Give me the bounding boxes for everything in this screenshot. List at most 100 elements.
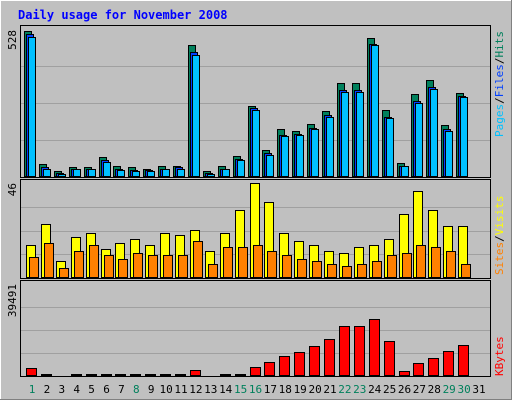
kbytes-bar: KBytes 28: 7800: [428, 358, 439, 376]
pages-bar: Pages 15: 60: [237, 160, 245, 177]
x-tick-label: 6: [103, 383, 110, 396]
kbytes-bar: KBytes 25: 15000: [384, 341, 395, 376]
legend-sites: Sites: [493, 242, 506, 275]
legend-sites-visits: Sites/Visits: [493, 196, 506, 276]
kbytes-bar: KBytes 30: 13500: [458, 345, 469, 376]
legend-kbytes: KBytes: [493, 336, 506, 376]
sites-bar: Sites 5: 16: [89, 245, 99, 278]
legend-sep-1: /: [493, 97, 506, 104]
kbytes-bar: KBytes 17: 6200: [264, 362, 275, 376]
sites-bar: Sites 25: 11: [387, 255, 397, 278]
x-tick-label: 10: [159, 383, 172, 396]
x-tick-label: 1: [29, 383, 36, 396]
kbytes-bar: KBytes 15: 1000: [235, 374, 246, 376]
legend-sep-3: /: [493, 235, 506, 242]
kbytes-bar: KBytes 26: 2000: [399, 371, 410, 376]
sites-bar: Sites 23: 7: [357, 264, 367, 278]
x-tick-label: 17: [264, 383, 277, 396]
sites-bar: Sites 20: 8: [312, 261, 322, 278]
sites-bar: Sites 1: 10: [29, 257, 39, 278]
pages-bar: Pages 23: 305: [356, 92, 364, 177]
pages-bar: Pages 12: 435: [192, 55, 200, 177]
chart-title: Daily usage for November 2008: [18, 8, 228, 22]
sites-bar: Sites 8: 12: [133, 253, 143, 278]
sites-bar: Sites 27: 16: [416, 245, 426, 278]
kbytes-bar: KBytes 4: 1000: [71, 374, 82, 376]
x-tick-label: 29: [443, 383, 456, 396]
sites-bar: Sites 14: 15: [223, 247, 233, 278]
pages-bar: Pages 17: 80: [266, 155, 274, 177]
kbytes-bar: KBytes 12: 2500: [190, 370, 201, 376]
legend-files: Files: [493, 64, 506, 97]
pages-bar: Pages 13: 12: [207, 174, 215, 177]
x-tick-label: 18: [279, 383, 292, 396]
x-tick-label: 4: [73, 383, 80, 396]
pages-bar: Pages 10: 28: [162, 169, 170, 177]
legend-pages: Pages: [493, 104, 506, 137]
x-tick-label: 12: [189, 383, 202, 396]
kbytes-bar: KBytes 11: 1000: [175, 374, 186, 376]
pages-bar: Pages 29: 165: [445, 131, 453, 177]
x-tick-label: 23: [353, 383, 366, 396]
x-tick-label: 7: [118, 383, 125, 396]
pages-bar: Pages 22: 305: [341, 92, 349, 177]
kbytes-bar: KBytes 21: 16000: [324, 339, 335, 376]
sites-bar: Sites 24: 8: [372, 261, 382, 278]
kbytes-bar: KBytes 9: 1000: [145, 374, 156, 376]
pages-bar: Pages 1: 500: [28, 37, 36, 177]
pages-bar: Pages 25: 210: [386, 118, 394, 177]
sites-bar: Sites 28: 15: [431, 247, 441, 278]
x-tick-label: 2: [44, 383, 51, 396]
kbytes-bar: KBytes 7: 1000: [115, 374, 126, 376]
x-tick-label: 21: [323, 383, 336, 396]
x-tick-label: 8: [133, 383, 140, 396]
legend-hits-files-pages: Pages/Files/Hits: [493, 31, 506, 137]
bars-layer: Hits 1: 520Hits 2: 45Hits 3: 20Hits 4: 3…: [24, 31, 471, 376]
y-max-label-visits: 46: [6, 183, 19, 196]
pages-bar: Pages 4: 28: [73, 169, 81, 177]
sites-bar: Sites 10: 11: [163, 255, 173, 278]
kbytes-bar: KBytes 1: 3500: [26, 368, 37, 376]
sites-bar: Sites 29: 13: [446, 251, 456, 278]
sites-bar: Sites 15: 15: [238, 247, 248, 278]
pages-bar: Pages 8: 22: [132, 171, 140, 177]
sites-bar: Sites 17: 13: [267, 251, 277, 278]
kbytes-bar: KBytes 6: 1000: [101, 374, 112, 376]
sites-bar: Sites 13: 7: [208, 264, 218, 278]
kbytes-bar: KBytes 20: 12700: [309, 346, 320, 376]
pages-bar: Pages 6: 55: [103, 162, 111, 177]
kbytes-bar: KBytes 29: 10600: [443, 351, 454, 376]
kbytes-bar: KBytes 19: 10400: [294, 352, 305, 376]
x-tick-label: 31: [472, 383, 485, 396]
kbytes-bar: KBytes 8: 1000: [130, 374, 141, 376]
pages-bar: Pages 2: 30: [43, 169, 51, 177]
pages-bar: Pages 9: 22: [147, 171, 155, 177]
pages-bar: Pages 21: 215: [326, 117, 334, 177]
x-tick-label: 30: [457, 383, 470, 396]
sites-bar: Sites 6: 11: [104, 255, 114, 278]
legend-sep-2: /: [493, 58, 506, 65]
pages-bar: Pages 7: 25: [117, 170, 125, 177]
x-tick-label: 20: [308, 383, 321, 396]
sites-bar: Sites 19: 9: [297, 259, 307, 278]
x-tick-label: 14: [219, 383, 233, 396]
x-tick-label: 24: [368, 383, 382, 396]
sites-bar: Sites 22: 6: [342, 266, 352, 278]
sites-bar: Sites 16: 16: [253, 245, 263, 278]
x-tick-label: 16: [249, 383, 262, 396]
kbytes-bar: KBytes 14: 1000: [220, 374, 231, 376]
x-tick-label: 25: [383, 383, 396, 396]
pages-bar: Pages 24: 470: [371, 45, 379, 177]
kbytes-bar: KBytes 23: 21500: [354, 326, 365, 376]
kbytes-bar: KBytes 16: 4000: [250, 367, 261, 376]
sites-bar: Sites 18: 11: [282, 255, 292, 278]
x-tick-label: 13: [204, 383, 217, 396]
kbytes-bar: KBytes 10: 1000: [160, 374, 171, 376]
x-tick-label: 28: [428, 383, 441, 396]
pages-bar: Pages 14: 28: [222, 169, 230, 177]
x-tick-label: 26: [398, 383, 411, 396]
x-tick-label: 27: [413, 383, 426, 396]
sites-bar: Sites 9: 11: [148, 255, 158, 278]
sites-bar: Sites 12: 18: [193, 241, 203, 278]
